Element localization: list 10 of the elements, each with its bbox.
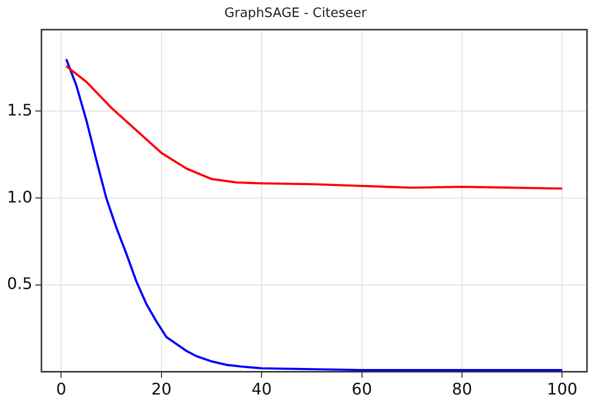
x-tick-label: 0: [56, 380, 66, 399]
y-tick-label: 0.5: [6, 274, 32, 294]
y-tick-label: 1.5: [6, 100, 32, 120]
chart-title: GraphSAGE - Citeseer: [224, 6, 368, 22]
x-tick-label: 100: [546, 380, 578, 399]
x-tick-label: 20: [151, 380, 172, 399]
y-tick-label: 1.0: [6, 187, 32, 206]
x-tick-label: 80: [452, 380, 472, 399]
x-tick-label: 40: [251, 380, 272, 399]
x-tick-label: 60: [352, 380, 372, 399]
